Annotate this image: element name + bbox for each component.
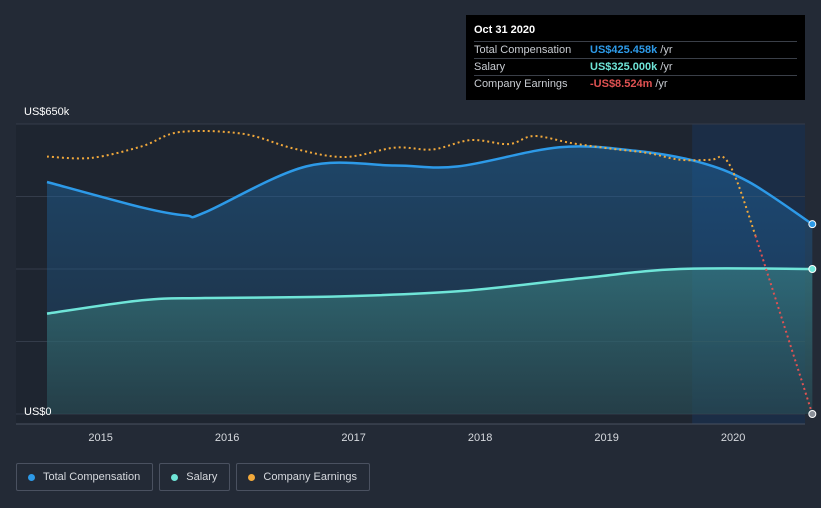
salary-area xyxy=(47,268,813,414)
x-tick-label: 2018 xyxy=(468,432,492,444)
tooltip-row-earnings: Company Earnings -US$8.524m /yr xyxy=(474,75,797,92)
tooltip-unit: /yr xyxy=(660,44,673,56)
legend-item-company-earnings[interactable]: Company Earnings xyxy=(236,463,370,491)
tooltip-date: Oct 31 2020 xyxy=(474,24,536,36)
y-tick-min: US$0 xyxy=(24,406,52,418)
x-tick-label: 2017 xyxy=(341,432,365,444)
tooltip: Oct 31 2020 Total Compensation US$425.45… xyxy=(466,15,805,100)
legend-label: Company Earnings xyxy=(263,471,357,483)
tooltip-unit: /yr xyxy=(655,78,668,90)
x-tick-label: 2020 xyxy=(721,432,745,444)
company-earnings-line xyxy=(46,129,757,236)
tooltip-value: US$425.458k xyxy=(590,44,658,56)
total-compensation-line xyxy=(46,145,814,226)
legend-item-salary[interactable]: Salary xyxy=(159,463,231,491)
legend-dot-icon xyxy=(171,473,179,481)
legend-label: Total Compensation xyxy=(43,471,141,483)
legend-item-total-compensation[interactable]: Total Compensation xyxy=(16,463,154,491)
tooltip-unit: /yr xyxy=(660,61,673,73)
legend: Total Compensation Salary Company Earnin… xyxy=(16,463,370,491)
company-earnings-marker xyxy=(808,410,817,418)
salary-line xyxy=(46,267,813,315)
legend-dot-icon xyxy=(248,473,256,481)
legend-label: Salary xyxy=(186,471,218,483)
tooltip-label: Total Compensation xyxy=(474,44,572,56)
x-tick-label: 2019 xyxy=(594,432,618,444)
salary-marker xyxy=(808,265,817,273)
tooltip-value: -US$8.524m xyxy=(590,78,653,90)
tooltip-row-total: Total Compensation US$425.458k /yr xyxy=(474,41,797,58)
company-earnings-negative-line xyxy=(754,235,814,415)
y-tick-max: US$650k xyxy=(24,106,70,118)
tooltip-row-salary: Salary US$325.000k /yr xyxy=(474,58,797,75)
tooltip-label: Salary xyxy=(474,61,506,73)
legend-dot-icon xyxy=(28,473,35,481)
tooltip-value: US$325.000k xyxy=(590,61,658,73)
total-compensation-marker xyxy=(808,220,817,229)
x-tick-label: 2016 xyxy=(215,432,239,444)
x-tick-label: 2015 xyxy=(88,432,112,444)
tooltip-label: Company Earnings xyxy=(474,78,568,90)
